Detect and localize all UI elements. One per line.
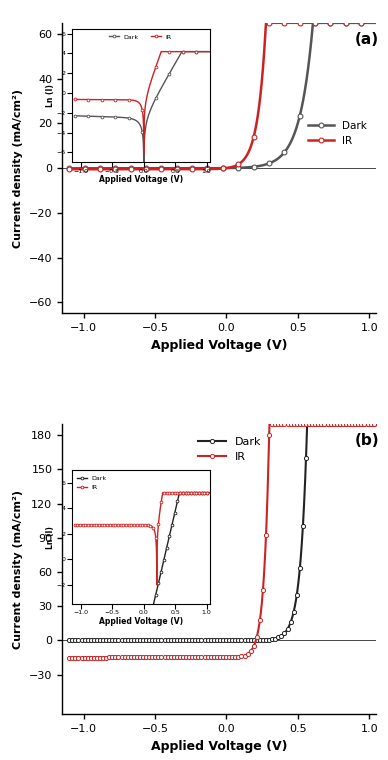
X-axis label: Applied Voltage (V): Applied Voltage (V) <box>151 739 288 752</box>
Dark <box>185 163 189 173</box>
Dark <box>67 163 71 173</box>
IR <box>267 420 272 429</box>
IR <box>374 420 379 429</box>
IR <box>253 636 258 645</box>
IR <box>67 653 71 662</box>
IR <box>102 165 107 174</box>
Dark <box>374 420 379 429</box>
IR <box>185 165 189 174</box>
Y-axis label: Current density (mA/cm²): Current density (mA/cm²) <box>14 489 23 648</box>
Dark <box>368 18 373 27</box>
Dark <box>335 18 340 27</box>
Legend: Dark, IR: Dark, IR <box>193 432 265 467</box>
Line: IR: IR <box>67 21 379 172</box>
IR <box>264 18 268 27</box>
Y-axis label: Current density (mA/cm²): Current density (mA/cm²) <box>13 89 23 248</box>
IR <box>86 653 90 662</box>
Dark <box>245 635 250 644</box>
Dark <box>102 163 107 173</box>
Dark <box>67 636 71 645</box>
Line: Dark: Dark <box>67 21 379 171</box>
IR <box>67 165 71 174</box>
Dark <box>311 18 315 27</box>
Dark <box>86 636 90 645</box>
Dark <box>300 534 305 543</box>
IR <box>198 165 203 174</box>
Dark <box>120 163 125 173</box>
IR <box>245 650 250 659</box>
Dark <box>198 163 203 173</box>
IR <box>120 165 125 174</box>
Text: (b): (b) <box>354 432 379 448</box>
Dark <box>263 635 267 644</box>
X-axis label: Applied Voltage (V): Applied Voltage (V) <box>151 339 288 352</box>
Text: (a): (a) <box>354 31 378 46</box>
Line: Dark: Dark <box>67 422 378 642</box>
IR <box>263 555 267 564</box>
Line: IR: IR <box>67 422 378 660</box>
IR <box>300 420 305 429</box>
Dark <box>305 420 310 429</box>
Legend: Dark, IR: Dark, IR <box>303 116 371 150</box>
IR <box>332 420 336 429</box>
IR <box>368 18 373 27</box>
Dark <box>332 420 336 429</box>
IR <box>335 18 340 27</box>
Dark <box>374 18 379 27</box>
IR <box>374 18 379 27</box>
Dark <box>253 635 258 644</box>
